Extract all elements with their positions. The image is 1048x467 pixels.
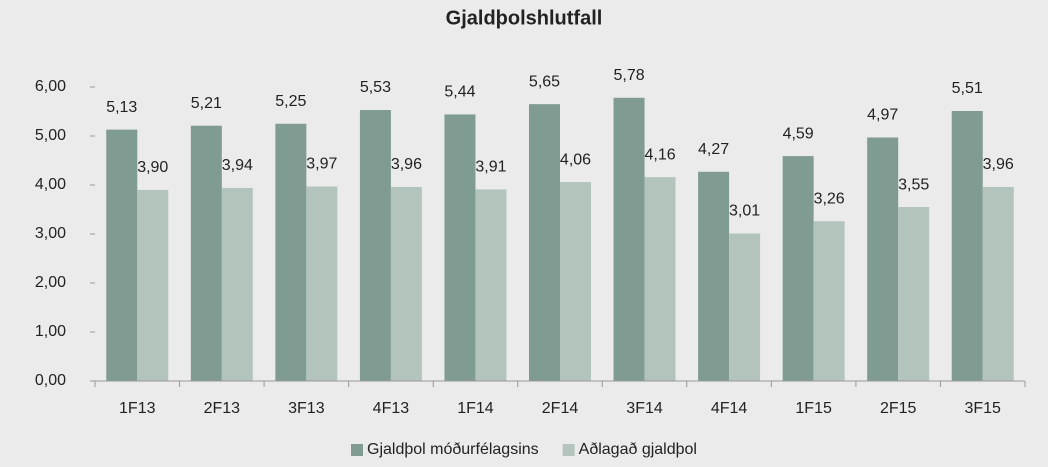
data-label: 4,97	[867, 107, 898, 124]
x-tick-label: 2F13	[204, 400, 241, 417]
x-tick-label: 3F15	[964, 400, 1001, 417]
bar	[190, 125, 222, 382]
data-label: 5,51	[952, 80, 983, 97]
x-tick-label: 2F15	[880, 400, 917, 417]
x-tick-label: 4F14	[711, 400, 748, 417]
data-label: 3,01	[729, 203, 760, 220]
bar	[782, 156, 814, 381]
bar	[106, 129, 138, 381]
bar	[698, 171, 730, 381]
x-tick-label: 2F14	[542, 400, 579, 417]
legend-swatch	[562, 444, 575, 456]
bar	[359, 110, 391, 381]
data-label: 5,65	[529, 73, 560, 90]
bar	[644, 177, 676, 381]
y-tick-label: 1,00	[35, 323, 66, 340]
data-label: 3,96	[391, 156, 422, 173]
y-tick-label: 4,00	[35, 176, 66, 193]
data-label: 3,96	[983, 156, 1014, 173]
bar	[475, 189, 507, 381]
data-label: 3,94	[222, 157, 253, 174]
chart-title: Gjaldþolshlutfall	[446, 7, 603, 29]
x-tick-label: 1F15	[795, 400, 832, 417]
data-label: 4,06	[560, 151, 591, 168]
bar	[982, 186, 1014, 381]
y-tick-label: 5,00	[35, 127, 66, 144]
bar	[813, 221, 845, 381]
data-label: 3,26	[814, 190, 845, 207]
bar	[529, 104, 560, 382]
x-tick-label: 1F13	[119, 400, 156, 417]
bar	[390, 186, 422, 381]
y-tick-label: 0,00	[35, 372, 66, 389]
bar	[898, 207, 930, 381]
data-label: 4,16	[644, 146, 675, 163]
data-label: 5,13	[106, 99, 137, 116]
data-label: 4,59	[783, 125, 814, 142]
data-label: 3,91	[475, 159, 506, 176]
legend-label: Gjaldþol móðurfélagsins	[367, 441, 539, 458]
x-tick-label: 1F14	[457, 400, 494, 417]
x-tick-label: 3F13	[288, 400, 325, 417]
bar	[951, 111, 983, 381]
y-tick-label: 3,00	[35, 225, 66, 242]
data-label: 5,53	[360, 79, 391, 96]
data-label: 3,90	[137, 159, 168, 176]
data-label: 4,27	[698, 141, 729, 158]
legend-swatch	[351, 444, 364, 456]
bar	[137, 189, 169, 381]
bar	[560, 182, 591, 381]
x-tick-label: 3F14	[626, 400, 663, 417]
y-tick-label: 2,00	[35, 274, 66, 291]
y-tick-label: 6,00	[35, 78, 66, 95]
bar	[867, 137, 899, 381]
bar	[729, 233, 761, 381]
legend-label: Aðlagað gjaldþol	[579, 441, 697, 458]
bar	[444, 114, 476, 381]
data-label: 3,55	[898, 176, 929, 193]
bar	[613, 97, 645, 381]
data-label: 5,78	[613, 67, 644, 84]
bar	[275, 123, 307, 381]
bar	[306, 186, 338, 381]
data-label: 3,97	[306, 156, 337, 173]
x-tick-label: 4F13	[373, 400, 410, 417]
bar	[221, 187, 253, 381]
data-label: 5,25	[275, 93, 306, 110]
data-label: 5,21	[191, 95, 222, 112]
data-label: 5,44	[444, 84, 475, 101]
